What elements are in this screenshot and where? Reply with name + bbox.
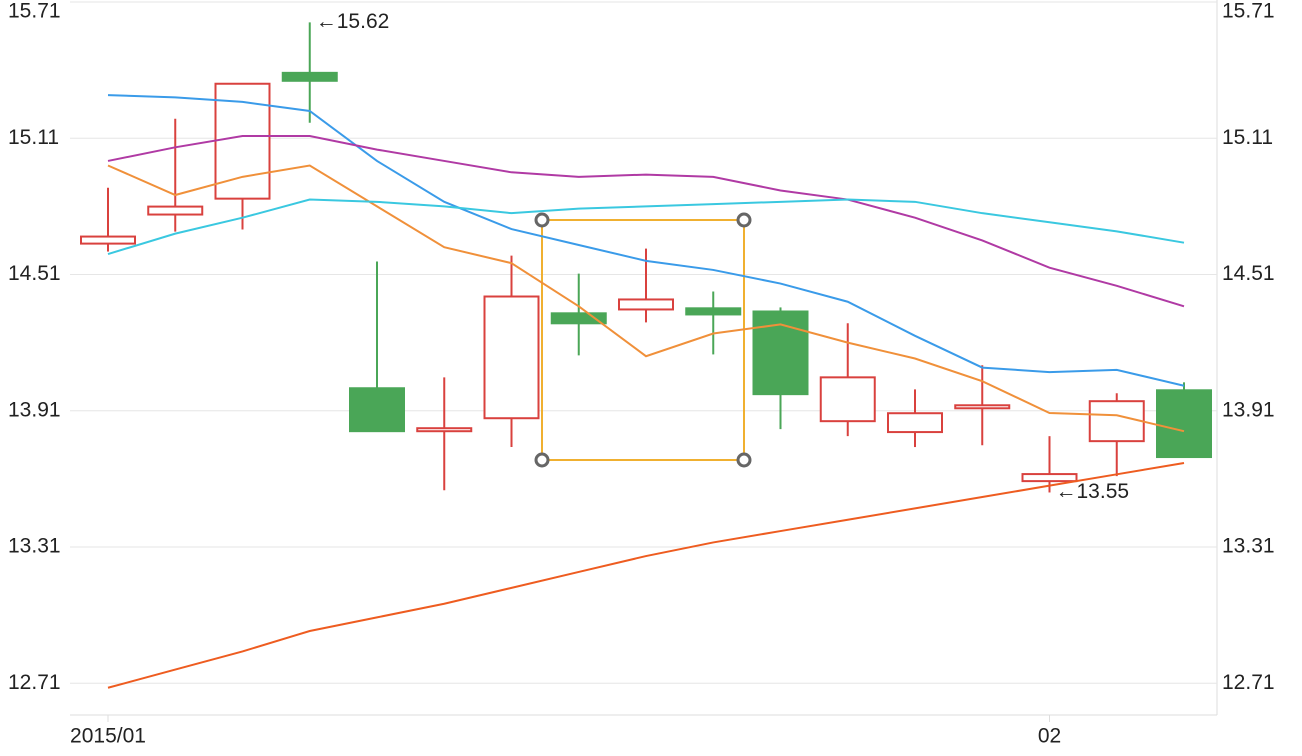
candle-body <box>819 376 876 423</box>
y-tick-label: 12.71 <box>8 671 61 694</box>
handle[interactable] <box>736 212 752 228</box>
candle-body <box>685 307 742 316</box>
y-tick-label: 14.51 <box>8 262 61 285</box>
ma-line <box>107 94 1185 387</box>
rectangle-outline[interactable] <box>541 219 745 461</box>
candle-body <box>416 427 473 433</box>
candle-body <box>887 412 943 434</box>
drawn-rectangle[interactable] <box>534 212 752 468</box>
y2-tick-label: 15.71 <box>1222 0 1275 23</box>
y2-tick-label: 15.11 <box>1222 126 1273 149</box>
ma-line <box>107 134 1185 308</box>
candle-body <box>1021 473 1078 483</box>
handle[interactable] <box>534 452 550 468</box>
candle-body <box>483 295 540 420</box>
candle-body <box>1156 389 1212 459</box>
max-annotation: ←15.62 <box>316 10 390 33</box>
candle-body <box>550 312 607 325</box>
y2-tick-label: 14.51 <box>1222 262 1275 285</box>
candle-body <box>80 235 136 245</box>
y-tick-label: 15.11 <box>8 126 59 149</box>
x-tick-label: 02 <box>1038 725 1061 748</box>
x-tick-label: 2015/01 <box>70 725 146 748</box>
y2-tick-label: 13.31 <box>1222 535 1275 558</box>
y2-tick-label: 12.71 <box>1222 671 1275 694</box>
y2-tick-label: 13.91 <box>1222 398 1275 421</box>
candle-body <box>954 404 1011 410</box>
candle-body <box>618 298 674 311</box>
candle-body <box>1088 400 1145 443</box>
candle-body <box>281 71 338 82</box>
y-tick-label: 13.31 <box>8 535 61 558</box>
candle-body <box>349 387 405 433</box>
y-tick-label: 15.71 <box>8 0 61 23</box>
y-tick-label: 13.91 <box>8 398 61 421</box>
handle[interactable] <box>736 452 752 468</box>
min-annotation: ←13.55 <box>1056 480 1130 503</box>
grid: 12.71 12.71 13.31 13.31 13.91 13.91 14.51 14.51… <box>8 0 1275 694</box>
ma-line <box>107 198 1185 256</box>
marks <box>80 22 1212 493</box>
ma-line <box>107 164 1185 433</box>
candle-body <box>147 205 204 216</box>
handle[interactable] <box>534 212 550 228</box>
ma-line <box>107 461 1185 689</box>
